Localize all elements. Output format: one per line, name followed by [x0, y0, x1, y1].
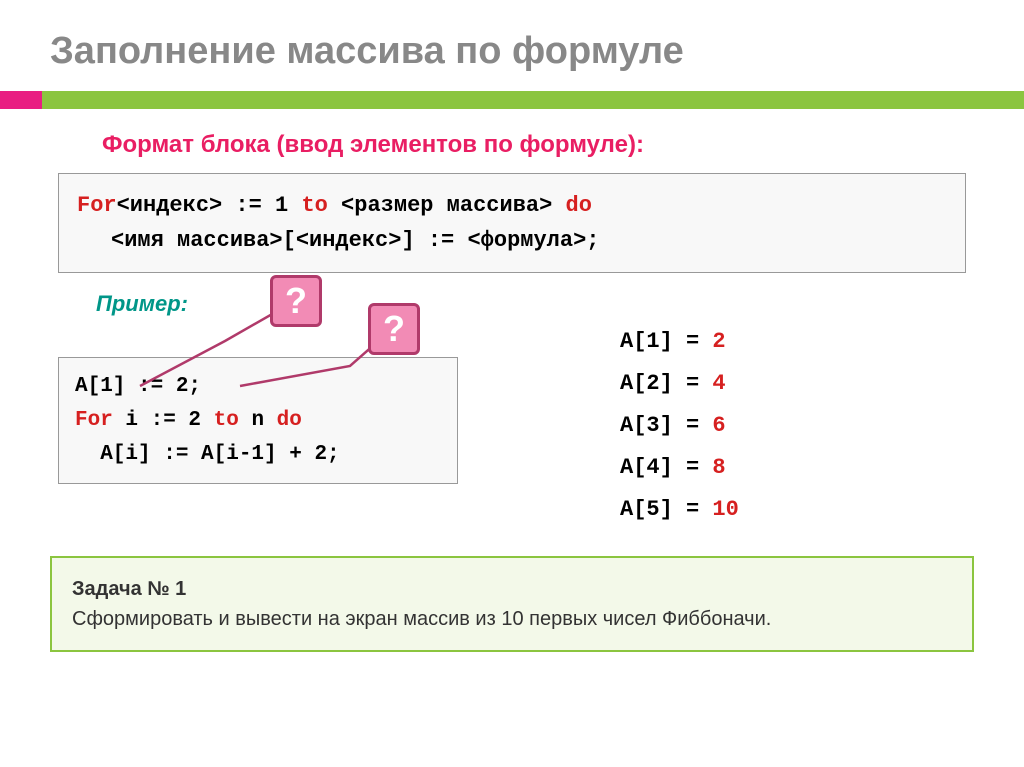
task-body: Сформировать и вывести на экран массив и… — [72, 604, 952, 634]
result-lhs: A[1] = — [620, 329, 712, 354]
code-example: A[1] := 2; For i := 2 to n do A[i] := A[… — [58, 357, 458, 484]
result-val: 4 — [712, 371, 725, 396]
result-val: 6 — [712, 413, 725, 438]
divider-bar — [0, 91, 1024, 109]
results-list: A[1] = 2 A[2] = 4 A[3] = 6 A[4] = 8 A[5]… — [620, 321, 739, 530]
code-n: n — [239, 409, 277, 432]
result-val: 10 — [712, 497, 738, 522]
kw-to: to — [301, 193, 327, 218]
task-box: Задача № 1 Сформировать и вывести на экр… — [50, 556, 974, 652]
result-val: 2 — [712, 329, 725, 354]
result-row: A[1] = 2 — [620, 321, 739, 363]
fmt-index: <индекс> — [117, 193, 223, 218]
question-box-1: ? — [270, 275, 322, 327]
code-for: For — [75, 409, 113, 432]
result-row: A[5] = 10 — [620, 489, 739, 531]
pink-tab — [0, 91, 42, 109]
task-title: Задача № 1 — [72, 574, 952, 604]
fmt-size: <размер массива> — [328, 193, 566, 218]
q2-text: ? — [383, 308, 405, 350]
result-lhs: A[4] = — [620, 455, 712, 480]
format-block: For<индекс> := 1 to <размер массива> do … — [58, 173, 966, 273]
mid-section: Пример: ? ? A[1] := 2; For i := 2 to n d… — [50, 291, 974, 530]
code-l3: A[i] := A[i-1] + 2; — [75, 438, 441, 472]
code-l1: A[1] := 2; — [75, 370, 441, 404]
fmt-assign: := 1 — [222, 193, 301, 218]
result-row: A[3] = 6 — [620, 405, 739, 447]
code-do: do — [277, 409, 302, 432]
fmt-line2: <имя массива>[<индекс>] := <формула>; — [111, 228, 599, 253]
result-val: 8 — [712, 455, 725, 480]
kw-do: do — [566, 193, 592, 218]
code-mid: i := 2 — [113, 409, 214, 432]
result-row: A[4] = 8 — [620, 447, 739, 489]
code-to: to — [214, 409, 239, 432]
result-lhs: A[2] = — [620, 371, 712, 396]
kw-for: For — [77, 193, 117, 218]
result-row: A[2] = 4 — [620, 363, 739, 405]
result-lhs: A[5] = — [620, 497, 712, 522]
subtitle: Формат блока (ввод элементов по формуле)… — [102, 131, 974, 159]
page-title: Заполнение массива по формуле — [50, 30, 974, 73]
q1-text: ? — [285, 280, 307, 322]
example-label: Пример: — [96, 291, 188, 317]
result-lhs: A[3] = — [620, 413, 712, 438]
question-box-2: ? — [368, 303, 420, 355]
